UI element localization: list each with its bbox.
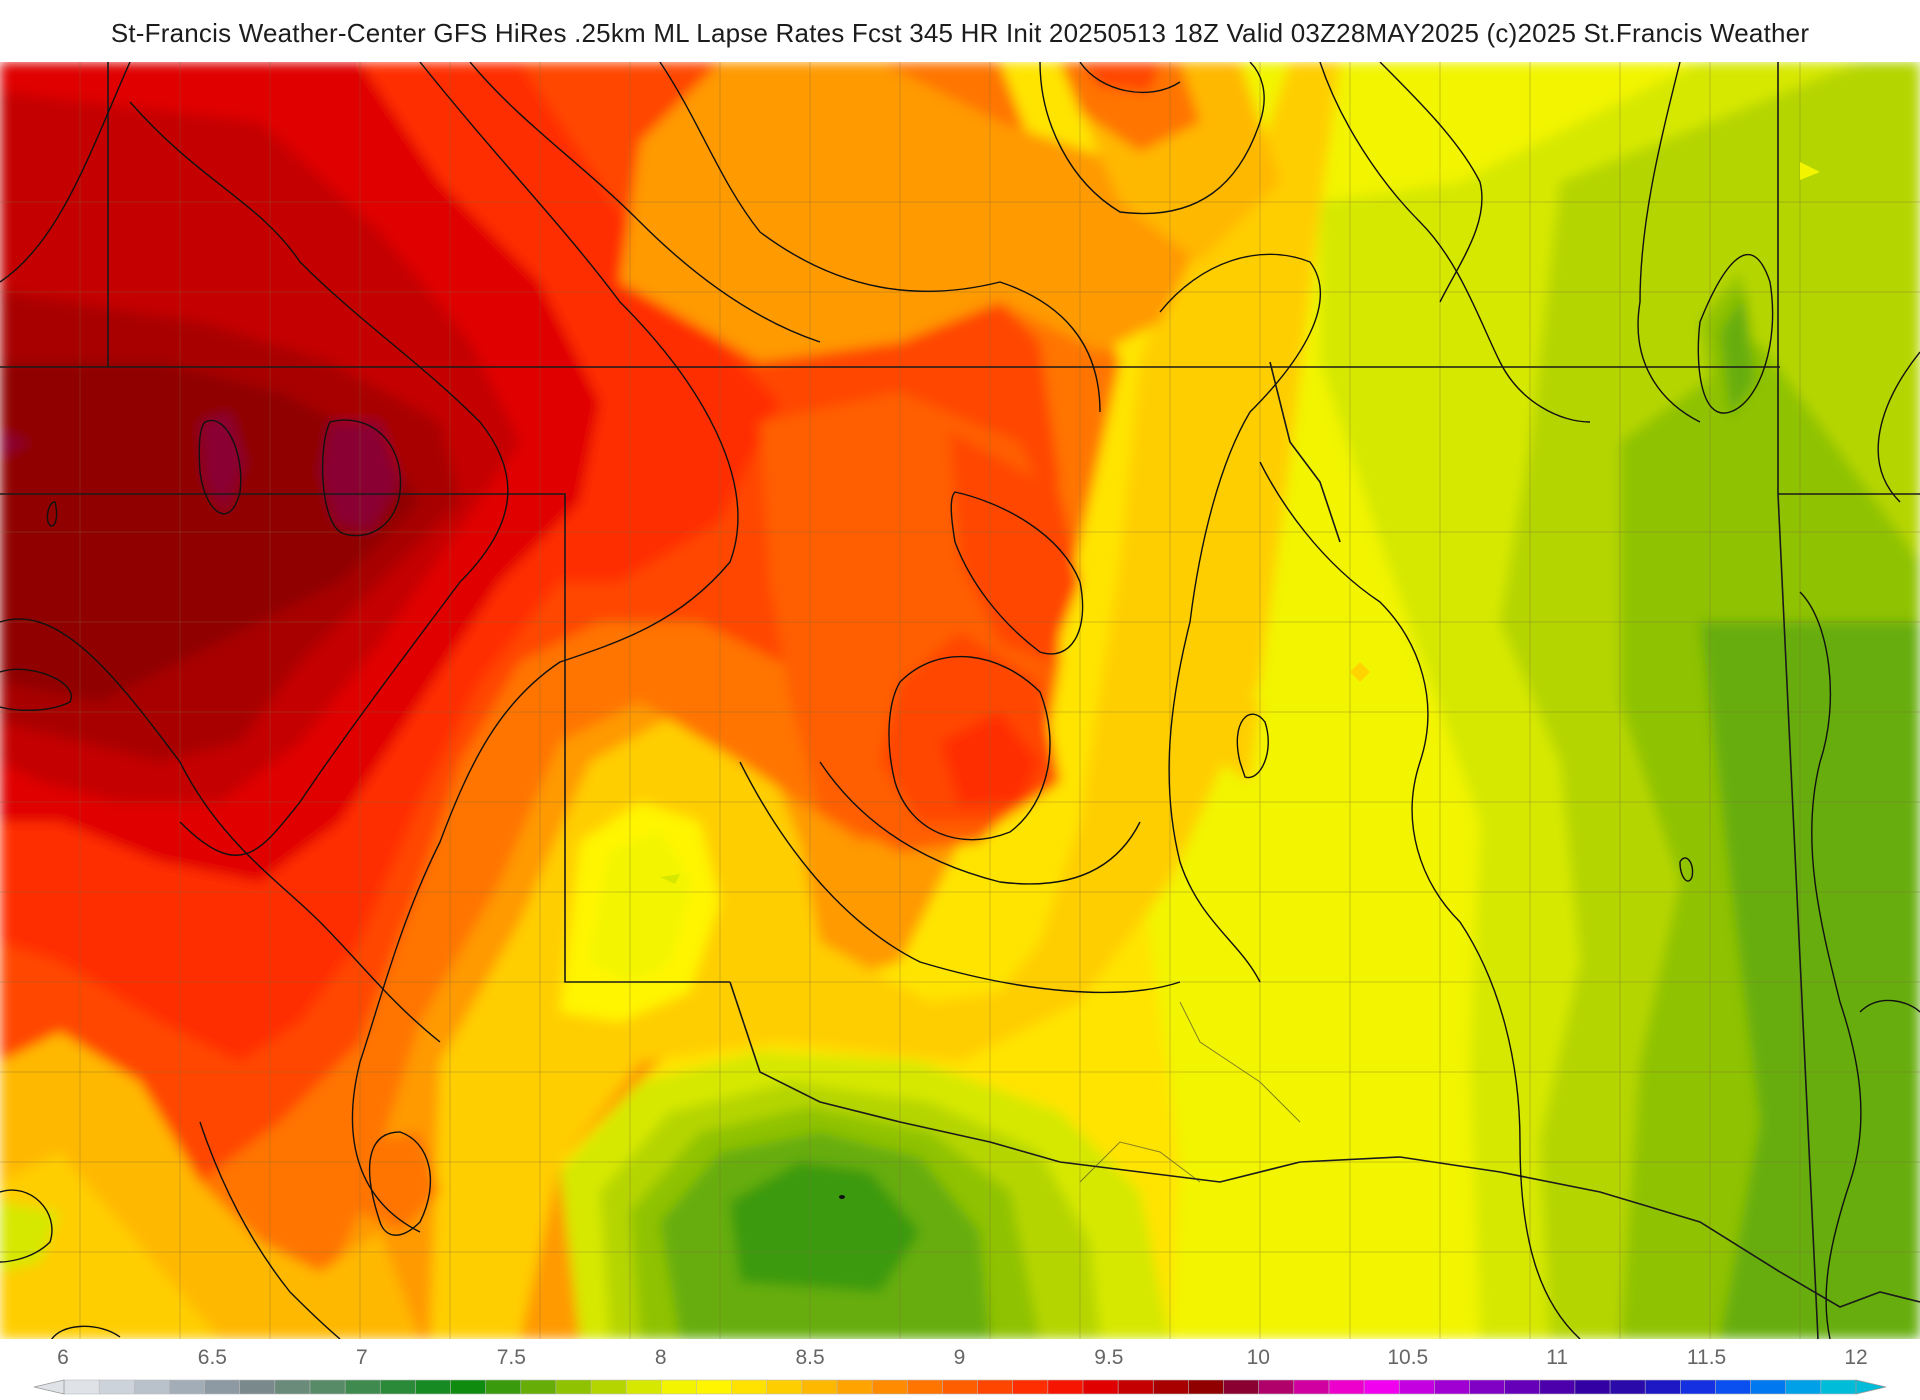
colorbar-swatch xyxy=(1258,1379,1295,1395)
colorbar-swatch xyxy=(415,1379,452,1395)
colorbar-swatch xyxy=(836,1379,873,1395)
colorbar-swatch xyxy=(801,1379,838,1395)
colorbar-swatch xyxy=(1680,1379,1717,1395)
colorbar-tick-label: 12 xyxy=(1844,1346,1867,1369)
state-lines xyxy=(0,62,1920,1339)
colorbar-swatch xyxy=(1750,1379,1787,1395)
colorbar-swatch xyxy=(239,1379,276,1395)
colorbar-swatch xyxy=(169,1379,206,1395)
colorbar-swatch xyxy=(625,1379,663,1395)
colorbar-tick-label: 11.5 xyxy=(1687,1346,1726,1369)
colorbar-swatch xyxy=(1363,1379,1401,1395)
colorbar-swatch xyxy=(1047,1379,1084,1395)
colorbar-swatch xyxy=(942,1379,979,1395)
colorbar-tick-label: 6 xyxy=(57,1346,69,1369)
colorbar-swatch xyxy=(520,1379,557,1395)
colorbar-swatch xyxy=(63,1379,100,1395)
colorbar-swatch xyxy=(485,1379,522,1395)
colorbar-swatches xyxy=(63,1379,1857,1395)
colorbar-swatch xyxy=(1785,1379,1822,1395)
colorbar-swatch xyxy=(1434,1379,1471,1395)
colorbar-tick-label: 7 xyxy=(356,1346,368,1369)
colorbar-swatch xyxy=(1574,1379,1611,1395)
colorbar-swatch xyxy=(1012,1379,1049,1395)
county-borders-south xyxy=(1079,1001,1301,1183)
colorbar-swatch xyxy=(450,1379,487,1395)
colorbar-swatch xyxy=(977,1379,1014,1395)
triangle-right-icon xyxy=(1855,1379,1887,1395)
colorbar-swatch xyxy=(906,1379,944,1395)
triangle-left-icon xyxy=(33,1379,65,1395)
colorbar-swatch xyxy=(1715,1379,1752,1395)
county-lines xyxy=(0,62,1920,1339)
colorbar-swatch xyxy=(766,1379,803,1395)
colorbar-swatch xyxy=(1504,1379,1541,1395)
colorbar-swatch xyxy=(1117,1379,1155,1395)
colorbar-tick-label: 8 xyxy=(655,1346,667,1369)
colorbar-swatch xyxy=(1469,1379,1506,1395)
colorbar-swatch xyxy=(1609,1379,1646,1395)
colorbar-swatch xyxy=(309,1379,346,1395)
colorbar-tick-label: 9.5 xyxy=(1094,1346,1123,1369)
colorbar-tick-label: 7.5 xyxy=(497,1346,526,1369)
colorbar-swatch xyxy=(1223,1379,1260,1395)
colorbar-swatch xyxy=(1082,1379,1119,1395)
colorbar-swatch xyxy=(204,1379,241,1395)
colorbar-tick-label: 9 xyxy=(954,1346,966,1369)
colorbar-swatch xyxy=(98,1379,136,1395)
contour-lines xyxy=(0,62,1920,1339)
colorbar-tick-label: 11 xyxy=(1546,1346,1568,1369)
colorbar-swatch xyxy=(1539,1379,1576,1395)
lapse-rate-map xyxy=(0,62,1920,1339)
colorbar-tick-label: 6.5 xyxy=(198,1346,227,1369)
colorbar-swatch xyxy=(696,1379,733,1395)
colorbar-swatch xyxy=(1152,1379,1190,1395)
colorbar-swatch xyxy=(731,1379,768,1395)
colorbar-swatch xyxy=(555,1379,592,1395)
colorbar-swatch xyxy=(1293,1379,1330,1395)
colorbar-swatch xyxy=(133,1379,171,1395)
colorbar-ticks: 6 6.5 7 7.5 8 8.5 9 9.5 10 10.5 11 11.5 12 xyxy=(57,1346,1868,1369)
colorbar-swatch xyxy=(344,1379,382,1395)
colorbar-swatch xyxy=(379,1379,417,1395)
colorbar-swatch xyxy=(274,1379,311,1395)
title-bar: St-Francis Weather-Center GFS HiRes .25k… xyxy=(0,0,1920,62)
colorbar-swatch xyxy=(1188,1379,1225,1395)
colorbar-swatch xyxy=(590,1379,627,1395)
colorbar-tick-label: 8.5 xyxy=(795,1346,824,1369)
colorbar-swatch xyxy=(1398,1379,1436,1395)
colorbar-swatch xyxy=(1644,1379,1682,1395)
dashed-marker xyxy=(660,162,1820,1199)
colorbar-swatch xyxy=(661,1379,698,1395)
colorbar-tick-label: 10 xyxy=(1247,1346,1270,1369)
colorbar-swatch xyxy=(871,1379,909,1395)
colorbar-swatch xyxy=(1820,1379,1857,1395)
colorbar-swatch xyxy=(1328,1379,1365,1395)
colorbar-tick-label: 10.5 xyxy=(1387,1346,1428,1369)
map-title: St-Francis Weather-Center GFS HiRes .25k… xyxy=(110,18,1810,48)
colorbar: 6 6.5 7 7.5 8 8.5 9 9.5 10 10.5 11 11.5 12 xyxy=(0,1339,1920,1400)
filled-contours xyxy=(0,62,1920,1339)
